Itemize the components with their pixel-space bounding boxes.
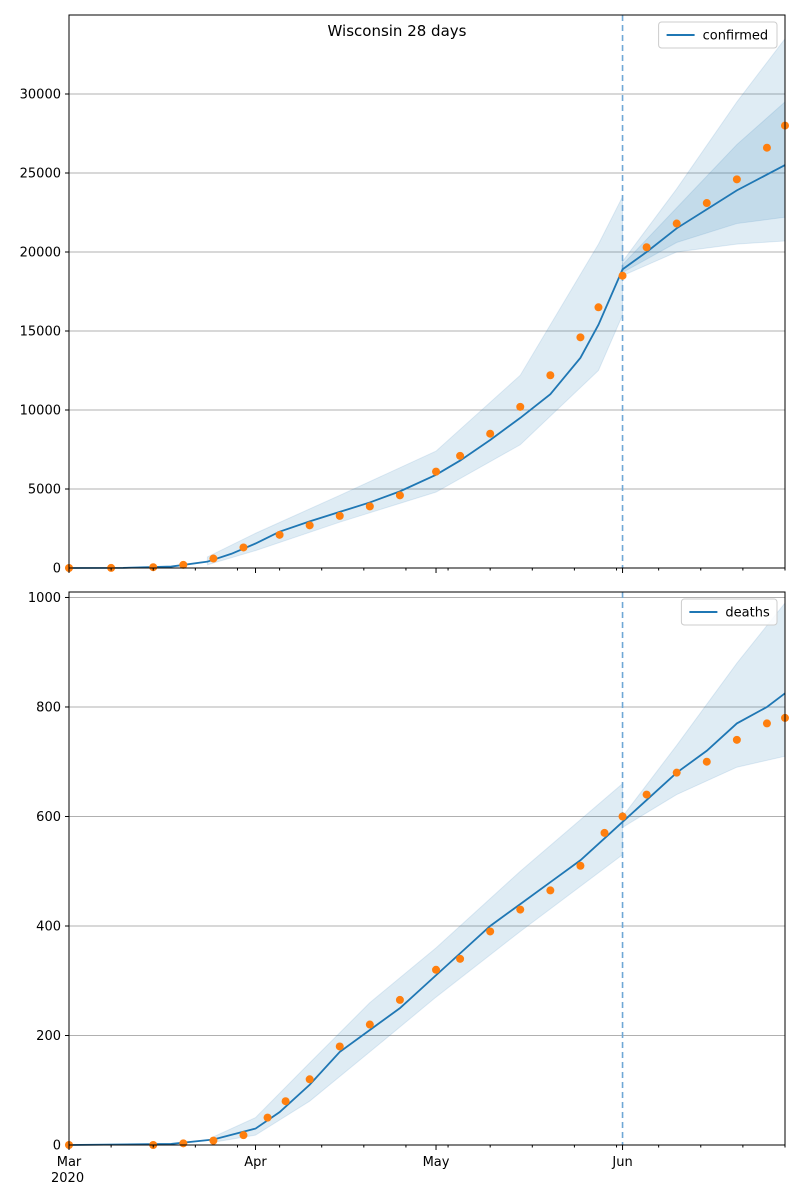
y-tick-label: 25000 <box>20 167 61 182</box>
observed-point <box>732 735 741 744</box>
legend-box <box>658 21 778 49</box>
y-tick-label: 10000 <box>20 404 61 419</box>
observed-point <box>702 757 711 766</box>
observed-point <box>365 502 374 511</box>
legend: deaths <box>680 598 778 626</box>
observed-point <box>365 1020 374 1029</box>
y-tick-label: 0 <box>53 562 61 577</box>
series-line-confirmed <box>68 164 786 569</box>
observed-point <box>618 271 627 280</box>
y-tick-label: 5000 <box>28 483 61 498</box>
observed-point <box>642 790 651 799</box>
observed-point <box>305 1075 314 1084</box>
x-tick-label: 2020 <box>51 1171 84 1186</box>
axes-frame <box>68 591 786 1146</box>
x-tick-label: Jun <box>611 1155 632 1170</box>
observed-point <box>263 1113 272 1122</box>
observed-point <box>486 927 495 936</box>
observed-point <box>179 560 188 569</box>
x-tick-label: Mar <box>57 1155 82 1170</box>
observed-point <box>732 175 741 184</box>
observed-point <box>762 143 771 152</box>
observed-point <box>281 1097 290 1106</box>
observed-point <box>432 467 441 476</box>
observed-point <box>576 861 585 870</box>
observed-point <box>149 563 158 572</box>
observed-point <box>762 719 771 728</box>
observed-point <box>395 995 404 1004</box>
observed-point <box>546 371 555 380</box>
observed-point <box>305 521 314 530</box>
observed-point <box>209 554 218 563</box>
observed-point <box>672 219 681 228</box>
y-tick-label: 15000 <box>20 325 61 340</box>
x-tick-label: May <box>423 1155 450 1170</box>
observed-point <box>239 1131 248 1140</box>
observed-point <box>239 543 248 552</box>
y-tick-label: 20000 <box>20 246 61 261</box>
axes-frame <box>68 14 786 569</box>
observed-point <box>456 451 465 460</box>
observed-point <box>702 199 711 208</box>
observed-point <box>516 402 525 411</box>
observed-point <box>516 905 525 914</box>
y-tick-label: 30000 <box>20 88 61 103</box>
observed-point <box>546 886 555 895</box>
y-tick-label: 800 <box>36 700 61 715</box>
observed-point <box>335 511 344 520</box>
observed-point <box>576 333 585 342</box>
observed-point <box>642 243 651 252</box>
observed-point <box>395 491 404 500</box>
observed-point <box>672 768 681 777</box>
y-tick-label: 400 <box>36 919 61 934</box>
y-tick-label: 1000 <box>28 591 61 606</box>
observed-point <box>275 530 284 539</box>
observed-point <box>618 812 627 821</box>
observed-point <box>486 429 495 438</box>
observed-point <box>600 828 609 837</box>
panels: 050001000015000200002500030000confirmed0… <box>20 14 789 1186</box>
observed-point <box>179 1139 188 1148</box>
legend-box <box>680 598 778 626</box>
x-tick-label: Apr <box>244 1155 267 1170</box>
figure-title: Wisconsin 28 days <box>328 22 467 40</box>
legend-label: deaths <box>725 606 770 621</box>
observed-point <box>209 1136 218 1145</box>
legend: confirmed <box>658 21 778 49</box>
y-tick-label: 0 <box>53 1139 61 1154</box>
y-tick-label: 200 <box>36 1029 61 1044</box>
panel-confirmed: 0 5000 10000 15000 20000 25000 30000 confirmed <box>20 14 789 577</box>
observed-point <box>456 954 465 963</box>
observed-point <box>432 965 441 974</box>
observed-point <box>335 1042 344 1051</box>
observed-point <box>594 303 603 312</box>
y-tick-label: 600 <box>36 810 61 825</box>
legend-label: confirmed <box>703 29 769 44</box>
